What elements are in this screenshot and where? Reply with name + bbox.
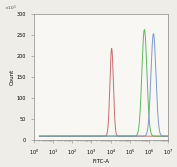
Text: $\times\mathregular{10^1}$: $\times\mathregular{10^1}$ [4,4,17,13]
X-axis label: FITC-A: FITC-A [93,158,110,163]
Y-axis label: Count: Count [10,69,15,85]
